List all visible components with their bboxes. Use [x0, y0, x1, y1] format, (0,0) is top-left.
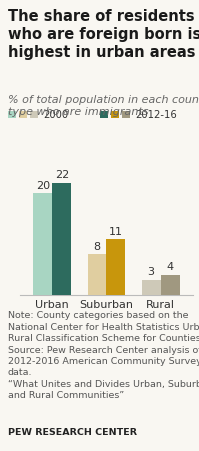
- Bar: [52, 183, 71, 295]
- Bar: [33, 193, 52, 295]
- Bar: [19, 111, 27, 118]
- Text: 2012-16: 2012-16: [135, 110, 177, 120]
- Text: Note: County categories based on the
National Center for Health Statistics Urban: Note: County categories based on the Nat…: [8, 311, 199, 400]
- Text: 20: 20: [36, 180, 50, 190]
- Text: 3: 3: [148, 267, 155, 277]
- Text: The share of residents
who are foreign born is
highest in urban areas: The share of residents who are foreign b…: [8, 9, 199, 60]
- Bar: [8, 111, 16, 118]
- Bar: [111, 111, 119, 118]
- Bar: [106, 239, 125, 295]
- Text: % of total population in each county
type who are immigrants: % of total population in each county typ…: [8, 95, 199, 117]
- Bar: [100, 111, 108, 118]
- Text: 11: 11: [109, 226, 123, 237]
- Bar: [161, 275, 179, 295]
- Bar: [122, 111, 130, 118]
- Text: 22: 22: [55, 170, 69, 180]
- Text: 4: 4: [167, 262, 174, 272]
- Bar: [30, 111, 38, 118]
- Text: PEW RESEARCH CENTER: PEW RESEARCH CENTER: [8, 428, 137, 437]
- Bar: [142, 280, 161, 295]
- Bar: [88, 254, 106, 295]
- Text: 8: 8: [94, 242, 100, 252]
- Text: 2000: 2000: [43, 110, 68, 120]
